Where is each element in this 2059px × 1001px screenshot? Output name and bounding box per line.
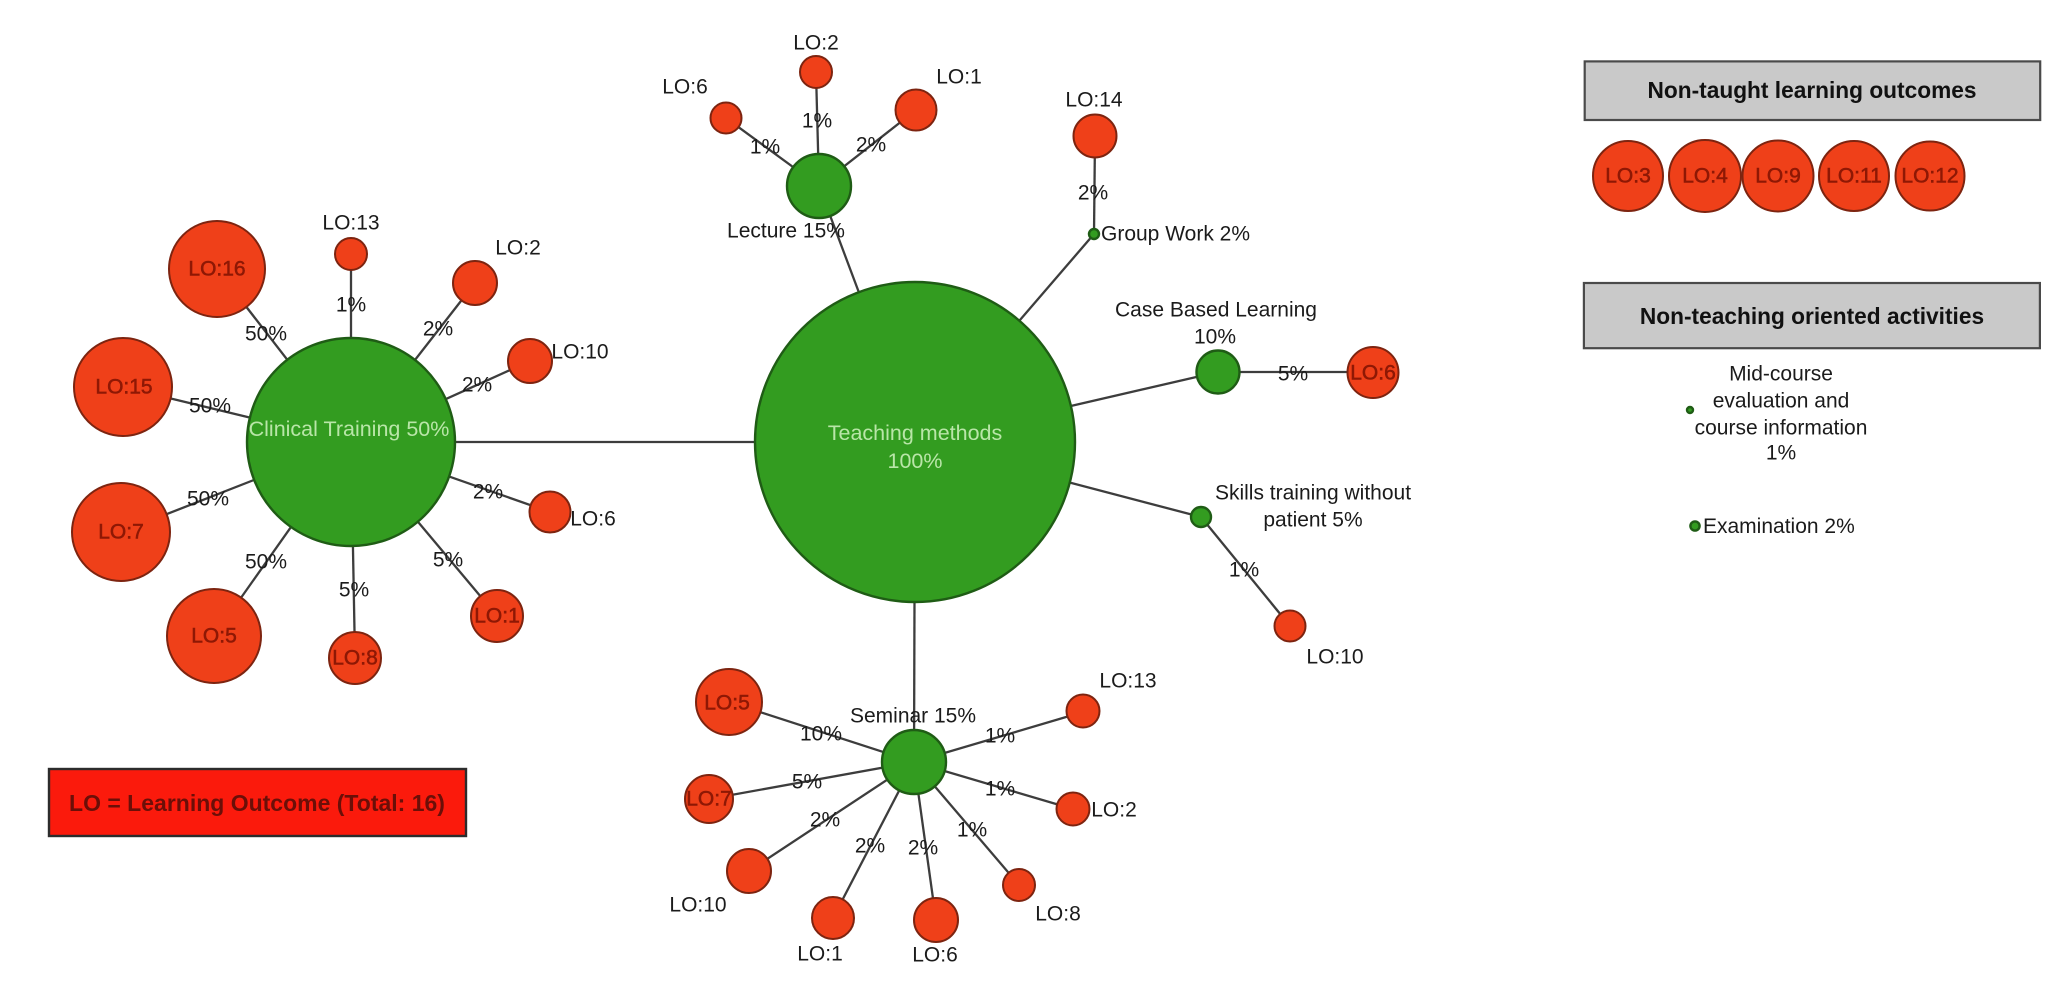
svg-text:LO:6: LO:6 (1350, 362, 1396, 385)
svg-text:LO:16: LO:16 (188, 258, 245, 281)
svg-text:2%: 2% (810, 809, 840, 832)
svg-text:100%: 100% (888, 449, 943, 473)
svg-text:LO:9: LO:9 (1755, 165, 1801, 188)
svg-text:LO:2: LO:2 (1091, 799, 1137, 822)
svg-text:LO:10: LO:10 (1306, 646, 1363, 669)
svg-text:10%: 10% (800, 723, 842, 746)
svg-text:5%: 5% (339, 579, 369, 602)
svg-text:Skills training without: Skills training without (1215, 482, 1411, 505)
svg-text:LO:6: LO:6 (662, 76, 708, 99)
svg-text:Non-teaching oriented activiti: Non-teaching oriented activities (1640, 303, 1984, 329)
svg-text:1%: 1% (1766, 442, 1796, 465)
svg-text:1%: 1% (985, 778, 1015, 801)
svg-text:2%: 2% (462, 374, 492, 397)
svg-text:2%: 2% (856, 134, 886, 157)
svg-text:Mid-course: Mid-course (1729, 363, 1833, 386)
svg-text:2%: 2% (423, 318, 453, 341)
svg-text:LO:14: LO:14 (1065, 89, 1123, 112)
svg-text:LO:15: LO:15 (95, 376, 152, 399)
svg-text:LO:1: LO:1 (936, 66, 982, 89)
svg-text:LO:3: LO:3 (1605, 165, 1651, 188)
svg-text:Case Based Learning: Case Based Learning (1115, 299, 1317, 322)
svg-text:LO:7: LO:7 (98, 521, 144, 544)
svg-text:LO:12: LO:12 (1901, 165, 1958, 188)
svg-text:LO:4: LO:4 (1682, 165, 1728, 188)
svg-text:2%: 2% (908, 837, 938, 860)
svg-text:Clinical Training 50%: Clinical Training 50% (249, 417, 450, 441)
svg-text:Group Work 2%: Group Work 2% (1101, 223, 1250, 246)
svg-text:LO:1: LO:1 (474, 605, 520, 628)
svg-text:LO:1: LO:1 (797, 943, 843, 966)
svg-text:LO:10: LO:10 (669, 894, 726, 917)
svg-text:LO:11: LO:11 (1826, 165, 1882, 188)
svg-text:LO:10: LO:10 (551, 341, 608, 364)
svg-text:LO:6: LO:6 (912, 944, 958, 967)
svg-text:1%: 1% (1229, 559, 1259, 582)
svg-text:50%: 50% (189, 395, 231, 418)
svg-text:5%: 5% (792, 771, 822, 794)
svg-text:LO:13: LO:13 (1099, 670, 1156, 693)
svg-text:LO = Learning Outcome (Total:: LO = Learning Outcome (Total: 16) (69, 790, 445, 816)
svg-text:50%: 50% (187, 488, 229, 511)
svg-text:5%: 5% (1278, 363, 1308, 386)
svg-text:5%: 5% (433, 549, 463, 572)
svg-text:course information: course information (1695, 417, 1868, 440)
svg-text:2%: 2% (1078, 182, 1108, 205)
svg-text:2%: 2% (855, 835, 885, 858)
svg-text:1%: 1% (750, 136, 780, 159)
svg-text:LO:6: LO:6 (570, 508, 616, 531)
svg-text:1%: 1% (336, 294, 366, 317)
svg-text:10%: 10% (1194, 326, 1236, 349)
svg-text:2%: 2% (473, 481, 503, 504)
svg-text:1%: 1% (957, 819, 987, 842)
svg-text:1%: 1% (985, 725, 1015, 748)
svg-text:LO:5: LO:5 (191, 625, 237, 648)
svg-text:LO:2: LO:2 (495, 237, 541, 260)
svg-text:LO:8: LO:8 (1035, 903, 1081, 926)
svg-text:patient 5%: patient 5% (1263, 509, 1362, 532)
svg-text:Teaching methods: Teaching methods (828, 421, 1003, 445)
svg-text:50%: 50% (245, 551, 287, 574)
svg-text:Lecture 15%: Lecture 15% (727, 220, 845, 243)
svg-text:Non-taught learning outcomes: Non-taught learning outcomes (1648, 77, 1977, 103)
svg-text:LO:5: LO:5 (704, 692, 750, 715)
svg-text:50%: 50% (245, 323, 287, 346)
svg-text:1%: 1% (802, 110, 832, 133)
svg-text:LO:2: LO:2 (793, 32, 839, 55)
svg-text:LO:13: LO:13 (322, 212, 379, 235)
svg-text:LO:7: LO:7 (686, 788, 732, 811)
svg-text:LO:8: LO:8 (332, 647, 378, 670)
svg-text:Seminar 15%: Seminar 15% (850, 705, 976, 728)
svg-text:evaluation and: evaluation and (1713, 390, 1850, 413)
svg-text:Examination 2%: Examination 2% (1703, 515, 1855, 538)
